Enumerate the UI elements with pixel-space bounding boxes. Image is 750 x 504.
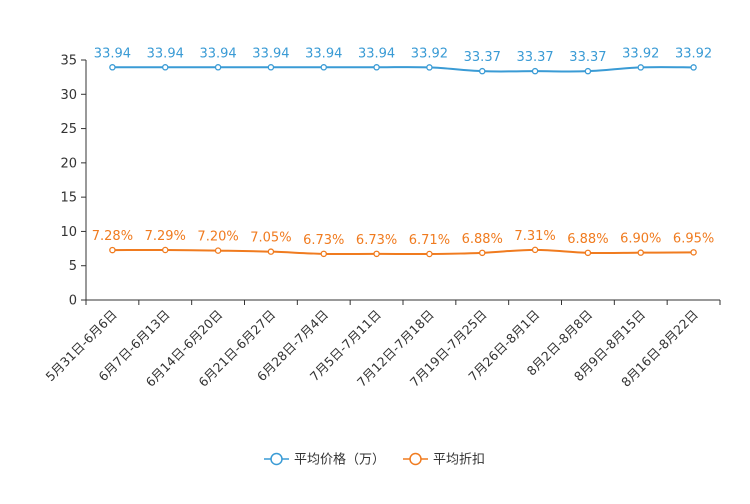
data-label: 33.37 [464, 50, 501, 65]
data-point [214, 247, 222, 254]
data-label: 7.31% [514, 229, 555, 244]
data-label: 6.73% [303, 233, 344, 248]
data-label: 6.88% [567, 232, 608, 247]
data-label: 33.94 [147, 46, 184, 61]
data-label: 33.37 [516, 50, 553, 65]
data-point [161, 246, 169, 254]
y-tick-label: 25 [60, 122, 77, 137]
data-point [478, 67, 486, 75]
series-layer: 33.94 33.94 33.94 33.94 33.94 33.94 33.92 33.37… [92, 46, 714, 258]
data-point [584, 67, 592, 75]
data-label: 33.94 [199, 46, 236, 61]
series-2: 7.28% 7.29% 7.20% 7.05% 6.73% 6.73% 6.71% 6.88%… [92, 229, 714, 258]
data-point [267, 64, 275, 71]
data-point [637, 64, 645, 71]
data-point [478, 249, 486, 257]
data-point [373, 250, 380, 258]
data-label: 7.20% [197, 230, 238, 245]
legend-label: 平均价格（万） [294, 452, 385, 468]
data-label: 7.05% [250, 231, 291, 246]
legend-marker [270, 452, 283, 466]
data-point [214, 64, 222, 71]
y-tick-label: 15 [60, 191, 77, 206]
legend-item-2[interactable]: 平均折扣 [403, 453, 485, 468]
data-point [531, 67, 539, 75]
data-label: 33.37 [569, 50, 606, 65]
data-point [161, 64, 169, 71]
data-point [426, 250, 433, 258]
legend-item-1[interactable]: 平均价格（万） [264, 452, 385, 468]
series-1: 33.94 33.94 33.94 33.94 33.94 33.94 33.92 33.37… [94, 46, 712, 75]
data-point [584, 249, 592, 257]
legend-marker [409, 452, 422, 466]
data-point [426, 64, 433, 71]
y-tick-label: 20 [60, 156, 77, 171]
data-label: 33.94 [305, 46, 342, 61]
legend[interactable]: 平均价格（万） 平均折扣 [264, 452, 485, 468]
data-label: 6.88% [462, 232, 503, 247]
series-line [112, 248, 694, 256]
data-point [320, 64, 327, 71]
data-label: 33.94 [94, 46, 131, 61]
data-label: 6.73% [356, 233, 397, 248]
y-tick-label: 35 [60, 54, 77, 69]
data-label: 6.95% [673, 231, 714, 246]
data-point [637, 249, 645, 256]
data-point [373, 64, 380, 71]
data-label: 33.94 [252, 46, 289, 61]
data-label: 33.92 [622, 46, 659, 61]
data-point [109, 246, 116, 254]
data-point [531, 246, 539, 254]
data-label: 33.94 [358, 46, 395, 61]
data-point [267, 248, 275, 255]
y-tick-label: 0 [69, 294, 77, 309]
y-tick-label: 5 [69, 259, 77, 274]
data-point [690, 249, 697, 256]
data-point [320, 250, 327, 258]
data-label: 7.28% [92, 229, 133, 244]
y-tick-label: 10 [60, 225, 77, 240]
axes: 051015202530355月31日-6月6日6月7日-6月13日6月14日-… [43, 54, 721, 390]
legend-label: 平均折扣 [433, 453, 485, 468]
series-line [112, 66, 694, 73]
data-label: 6.71% [409, 233, 450, 248]
data-label: 33.92 [675, 46, 712, 61]
data-point [109, 64, 116, 71]
y-tick-label: 30 [60, 88, 77, 103]
data-label: 7.29% [145, 229, 186, 244]
data-point [690, 64, 697, 71]
data-label: 6.90% [620, 232, 661, 247]
data-label: 33.92 [411, 46, 448, 61]
